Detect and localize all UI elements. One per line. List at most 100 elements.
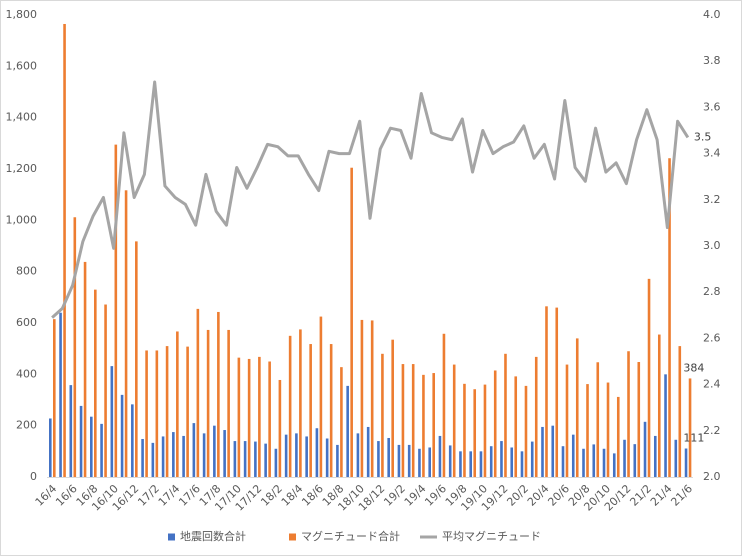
y-tick-label: 0: [30, 470, 37, 483]
bar: [401, 364, 405, 477]
bar: [616, 396, 620, 477]
bar: [206, 329, 210, 477]
bar: [534, 356, 538, 477]
bar: [643, 421, 647, 477]
bar: [504, 353, 507, 477]
bar: [592, 444, 596, 477]
bar: [623, 439, 626, 477]
bar: [340, 367, 343, 477]
bar: [387, 437, 390, 477]
data-label: 3.5: [694, 130, 712, 143]
bar: [606, 382, 610, 477]
bar: [305, 436, 308, 477]
bar: [247, 358, 251, 477]
bar: [135, 241, 138, 477]
bar: [684, 448, 688, 477]
bar: [227, 329, 230, 477]
bar: [442, 333, 446, 477]
y-tick-label: 200: [16, 419, 37, 432]
bar: [555, 307, 559, 477]
bar: [530, 441, 534, 477]
bar: [94, 289, 97, 477]
bar: [141, 439, 144, 477]
bar: [79, 405, 83, 477]
bar: [213, 425, 216, 477]
bar: [49, 418, 52, 477]
bar: [325, 438, 329, 477]
bar: [233, 441, 237, 477]
bar: [520, 451, 524, 477]
bar: [176, 331, 179, 477]
bar: [110, 366, 114, 477]
bar: [432, 373, 435, 477]
y2-tick-label: 2.8: [703, 285, 721, 298]
bar: [575, 338, 579, 477]
line: [51, 80, 690, 319]
bar: [83, 261, 87, 477]
y2-tick-label: 2.4: [703, 378, 721, 391]
bar: [284, 434, 288, 477]
bar: [165, 346, 169, 477]
bar: [114, 144, 118, 477]
bar: [459, 451, 462, 477]
bar: [151, 442, 155, 477]
bar: [561, 446, 565, 477]
bar: [657, 334, 661, 477]
bar: [356, 433, 360, 477]
y2-tick-label: 3.6: [703, 100, 721, 113]
bar: [319, 316, 323, 477]
bar: [678, 346, 682, 477]
bar: [350, 167, 353, 477]
data-label: 384: [683, 361, 704, 374]
y2-tick-label: 3.2: [703, 193, 721, 206]
bar: [237, 357, 241, 477]
bar: [258, 356, 261, 477]
y-tick-label: 1,800: [6, 8, 38, 21]
bar: [483, 384, 487, 477]
bar: [366, 426, 370, 477]
y2-tick-label: 3.4: [703, 147, 721, 160]
bar: [596, 362, 600, 477]
bar: [172, 432, 175, 477]
bar: [381, 353, 384, 477]
bar: [545, 306, 548, 477]
bar: [422, 374, 425, 477]
bar: [161, 436, 165, 477]
bar: [664, 374, 667, 477]
bar: [674, 439, 678, 477]
bar: [370, 320, 374, 477]
y-tick-label: 600: [16, 316, 37, 329]
bar: [315, 428, 319, 477]
bar: [602, 448, 606, 477]
bar: [637, 362, 641, 477]
bar: [329, 344, 333, 477]
legend-label: 平均マグニチュード: [442, 529, 541, 543]
y-tick-label: 1,000: [6, 213, 38, 226]
bar: [612, 453, 616, 477]
bar: [541, 426, 544, 477]
bar: [202, 433, 206, 477]
bar: [69, 385, 73, 477]
bar: [192, 423, 196, 477]
bar: [489, 446, 493, 477]
bar: [653, 435, 657, 477]
bar: [243, 441, 247, 477]
bar: [59, 312, 62, 477]
bar: [688, 378, 692, 477]
bar: [217, 311, 220, 477]
bar: [633, 444, 637, 477]
bar: [391, 339, 394, 477]
bar: [377, 441, 380, 477]
bar: [360, 319, 364, 477]
bar: [288, 335, 292, 477]
bar: [551, 425, 555, 477]
bar: [104, 304, 107, 477]
data-label: 111: [683, 432, 704, 445]
bar: [407, 444, 411, 477]
bar: [131, 404, 134, 477]
bar: [268, 361, 271, 477]
bar: [582, 448, 585, 477]
y2-tick-label: 3.8: [703, 54, 721, 67]
bar: [479, 451, 483, 477]
